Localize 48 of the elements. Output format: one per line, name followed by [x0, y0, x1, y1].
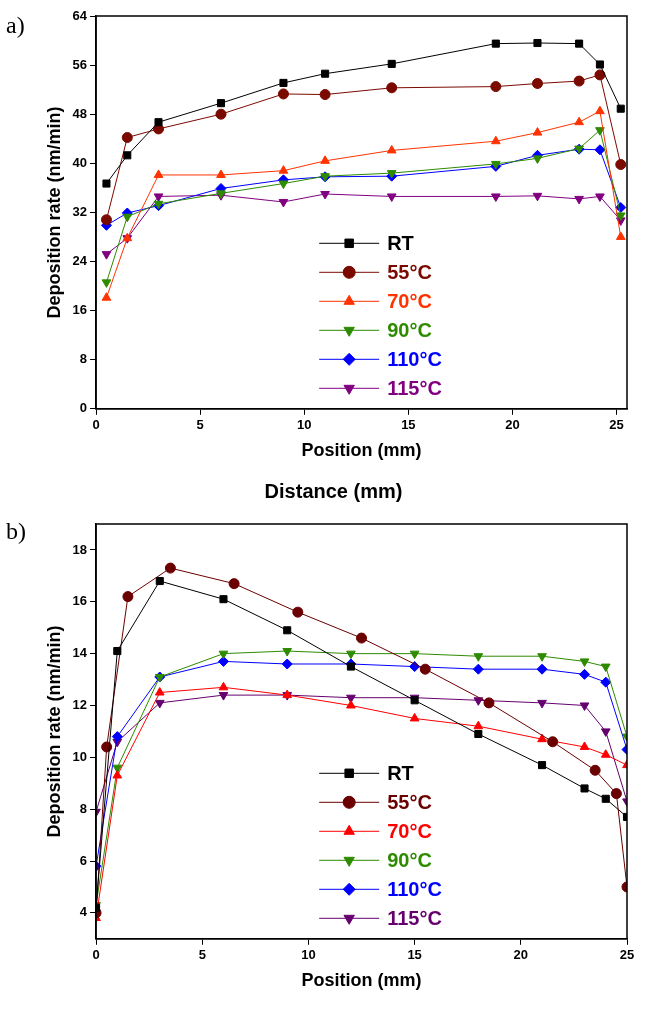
y-tick-label: 18	[72, 541, 88, 557]
legend-label: 110°C	[387, 877, 442, 900]
x-tick-label: 25	[609, 417, 624, 433]
legend-label: 115°C	[387, 906, 442, 929]
legend-label: 55°C	[387, 260, 432, 283]
x-tick-label: 15	[401, 417, 416, 433]
y-tick-label: 16	[72, 302, 88, 318]
legend-label: 70°C	[387, 819, 432, 842]
x-tick-label: 5	[196, 417, 204, 433]
y-tick-label: 8	[79, 800, 88, 816]
y-axis-title: Deposition rate (nm/min)	[43, 106, 64, 319]
x-tick-label: 0	[92, 417, 100, 433]
y-tick-label: 4	[79, 904, 88, 920]
chart-title: Distance (mm)	[264, 479, 403, 502]
x-tick-label: 10	[297, 417, 312, 433]
y-tick-label: 64	[72, 7, 88, 23]
legend-label: 55°C	[387, 790, 432, 813]
y-tick-label: 40	[72, 154, 88, 170]
y-tick-label: 0	[79, 400, 88, 416]
y-tick-label: 48	[72, 105, 88, 121]
legend-label: 90°C	[387, 318, 432, 341]
y-tick-label: 14	[72, 645, 88, 661]
x-tick-label: 5	[198, 947, 206, 963]
legend-label: 115°C	[387, 376, 442, 399]
y-tick-label: 16	[72, 593, 88, 609]
legend-label: 110°C	[387, 347, 442, 370]
y-axis-title: Deposition rate (nm/min)	[43, 625, 64, 838]
x-tick-label: 20	[505, 417, 520, 433]
x-tick-label: 25	[619, 947, 635, 963]
y-tick-label: 32	[72, 203, 88, 219]
y-tick-label: 6	[79, 852, 88, 868]
legend-label: RT	[387, 761, 414, 784]
y-tick-label: 56	[72, 56, 88, 72]
legend-label: RT	[387, 231, 414, 254]
y-tick-label: 8	[79, 351, 88, 367]
x-tick-label: 0	[92, 947, 100, 963]
x-axis-title: Position (mm)	[301, 440, 422, 461]
x-tick-label: 10	[301, 947, 316, 963]
y-tick-label: 10	[72, 748, 88, 764]
legend-label: 70°C	[387, 289, 432, 312]
y-tick-label: 12	[72, 697, 88, 713]
text: a)	[6, 12, 25, 39]
legend-label: 90°C	[387, 848, 432, 871]
x-tick-label: 15	[407, 947, 422, 963]
x-axis-title: Position (mm)	[301, 970, 422, 991]
x-tick-label: 20	[513, 947, 529, 963]
y-tick-label: 24	[72, 253, 88, 269]
text: b)	[6, 518, 26, 545]
